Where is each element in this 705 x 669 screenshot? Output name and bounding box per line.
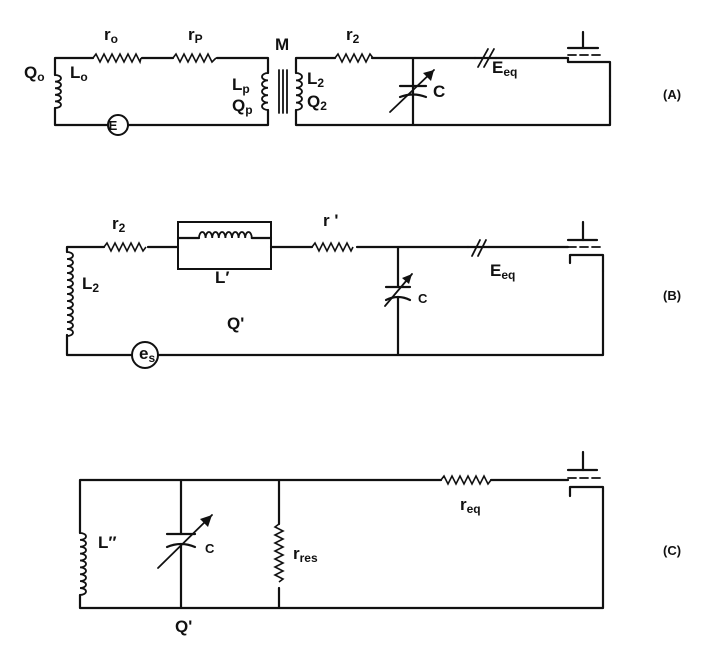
- inductor-l0: [54, 74, 62, 109]
- label-r-prime: r ': [323, 211, 338, 230]
- circuit-b: r2 L′ r ' L2 Q' C Eeq es (B): [65, 211, 681, 369]
- label-l2-a: L2: [307, 69, 324, 90]
- label-q-prime-b: Q': [227, 314, 244, 333]
- label-rres: rres: [293, 544, 318, 565]
- circuit-a-wires: [53, 56, 612, 127]
- circuit-a: Qo Lo ro rP M Lp Qp L2 Q2 r2 C Eeq E (A): [24, 25, 681, 136]
- transformer-core: [278, 69, 288, 114]
- circuit-c-wires: [78, 478, 605, 610]
- circuit-b-wires: [65, 245, 605, 357]
- eeq-symbol-a: [473, 48, 498, 68]
- resistor-r2-b: [103, 241, 147, 253]
- label-source-e: E: [109, 118, 118, 133]
- label-c-b: C: [418, 291, 428, 306]
- eeq-symbol-b: [466, 239, 491, 257]
- label-l-dprime: L″: [98, 533, 117, 552]
- resistor-r2-a: [334, 52, 374, 64]
- source-e-circle: [107, 114, 129, 136]
- capacitor-c-c: [157, 514, 213, 569]
- antenna-terminal-c: [566, 450, 605, 498]
- label-eeq-b: Eeq: [490, 261, 515, 282]
- resistor-rres: [273, 523, 285, 583]
- label-es: es: [139, 344, 155, 365]
- label-c-a: C: [433, 82, 445, 101]
- capacitor-c-b: [384, 273, 413, 307]
- label-l-prime: L′: [215, 268, 229, 287]
- label-lp: Lp: [232, 75, 250, 96]
- resistor-req: [440, 474, 492, 486]
- label-r2-a: r2: [346, 25, 360, 46]
- label-m: M: [275, 35, 289, 54]
- circuit-c: L″ C rres req Q' (C): [78, 450, 681, 636]
- resistor-r0: [92, 52, 142, 65]
- label-l2-b: L2: [82, 274, 99, 295]
- tag-c: (C): [663, 543, 681, 558]
- tag-a: (A): [663, 87, 681, 102]
- label-rp: rP: [188, 25, 203, 46]
- box-l-prime: [177, 221, 272, 270]
- antenna-terminal-b: [566, 220, 605, 273]
- resistor-rp: [172, 52, 217, 64]
- label-qp: Qp: [232, 96, 253, 117]
- label-q-prime-c: Q': [175, 617, 192, 636]
- inductor-l2-a: [295, 72, 303, 111]
- tag-b: (B): [663, 288, 681, 303]
- label-req: req: [460, 495, 481, 516]
- capacitor-c-a: [389, 69, 435, 113]
- label-q0: Qo: [24, 63, 45, 84]
- label-q2: Q2: [307, 92, 327, 113]
- label-r2-b: r2: [112, 214, 126, 235]
- inductor-l-prime: [198, 231, 253, 239]
- inductor-lp: [261, 72, 269, 111]
- label-l0: Lo: [70, 63, 88, 84]
- inductor-l-dprime: [79, 532, 87, 596]
- label-c-c: C: [205, 541, 215, 556]
- resistor-r-prime: [311, 241, 354, 253]
- antenna-terminal-a: [566, 30, 612, 98]
- label-r0: ro: [104, 25, 118, 46]
- source-es-circle: [131, 341, 159, 369]
- label-eeq-a: Eeq: [492, 58, 517, 79]
- inductor-l2-b: [66, 251, 74, 337]
